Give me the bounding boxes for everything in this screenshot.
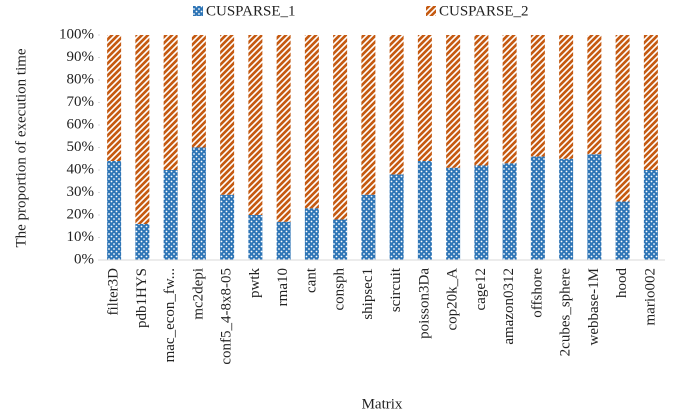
x-tick-label: cop20k_A [445,268,461,331]
x-axis-title: Matrix [362,396,403,412]
bar-segment [389,174,404,260]
bar-segment [276,35,291,222]
bar-segment [446,167,461,260]
y-tick-label: 80% [67,71,95,87]
bar-segment [502,35,517,164]
bar-segment [361,35,376,195]
legend-swatch [193,6,203,16]
bar-segment [220,194,235,260]
bar-segment [615,201,630,260]
x-tick-label: conf5_4-8x8-05 [219,268,235,365]
bar-segment [643,35,658,170]
y-tick-label: 90% [67,49,95,65]
y-tick-label: 70% [67,94,95,110]
bar-segment [559,158,574,260]
x-tick-label: 2cubes_sphere [558,268,574,357]
bar-segment [417,35,432,161]
x-tick-label: shipsec1 [360,268,376,320]
bar-segment [220,35,235,195]
bar-segment [304,35,319,209]
bar-segment [107,35,122,161]
legend-label: CUSPARSE_1 [206,3,296,19]
bar-segment [643,170,658,260]
bar-segment [304,208,319,260]
bar-segment [276,221,291,260]
bar-segment [446,35,461,168]
y-tick-label: 0% [74,251,94,267]
y-tick-label: 100% [59,26,94,42]
bar-segment [191,35,206,148]
bar-segment [135,35,150,224]
y-tick-label: 50% [67,139,95,155]
bar-segment [502,163,517,260]
bar-segment [389,35,404,175]
x-tick-label: cage12 [473,268,489,310]
bar-segment [587,154,602,260]
bar-segment [417,161,432,260]
x-tick-label: rma10 [275,268,291,306]
bar-segment [474,35,489,166]
y-tick-label: 40% [67,161,95,177]
x-tick-label: hood [614,268,630,299]
bar-segment [333,35,348,220]
y-tick-label: 20% [67,206,95,222]
x-tick-label: consph [332,268,348,311]
bar-segment [530,156,545,260]
bar-segment [361,194,376,260]
bar-segment [248,215,263,260]
x-tick-label: mario002 [642,268,658,326]
x-tick-label: filter3D [106,268,122,316]
bar-segment [191,147,206,260]
bar-segment [559,35,574,159]
legend-label: CUSPARSE_2 [439,3,529,19]
x-tick-label: offshore [529,268,545,318]
bar-segment [163,35,178,170]
y-tick-label: 60% [67,116,95,132]
x-tick-label: pwtk [247,268,263,299]
x-tick-label: cant [303,267,319,293]
bar-segment [107,161,122,260]
x-tick-label: webbase-1M [586,268,602,345]
bar-segment [248,35,263,215]
x-tick-label: pdb1HYS [134,268,150,328]
y-axis-title: The proportion of execution time [13,48,29,247]
bar-segment [333,219,348,260]
x-tick-label: amazon0312 [501,268,517,345]
bar-segment [135,224,150,260]
bar-segment [615,35,630,202]
bar-segment [587,35,602,155]
bar-segment [530,35,545,157]
legend-swatch [426,6,436,16]
x-tick-label: mac_econ_fw... [162,268,178,362]
y-tick-label: 10% [67,229,95,245]
bar-segment [474,165,489,260]
x-tick-label: scircuit [388,267,404,312]
y-tick-label: 30% [67,184,95,200]
x-tick-label: mc2depi [190,268,206,320]
bar-segment [163,170,178,260]
x-tick-label: poisson3Da [416,268,432,339]
